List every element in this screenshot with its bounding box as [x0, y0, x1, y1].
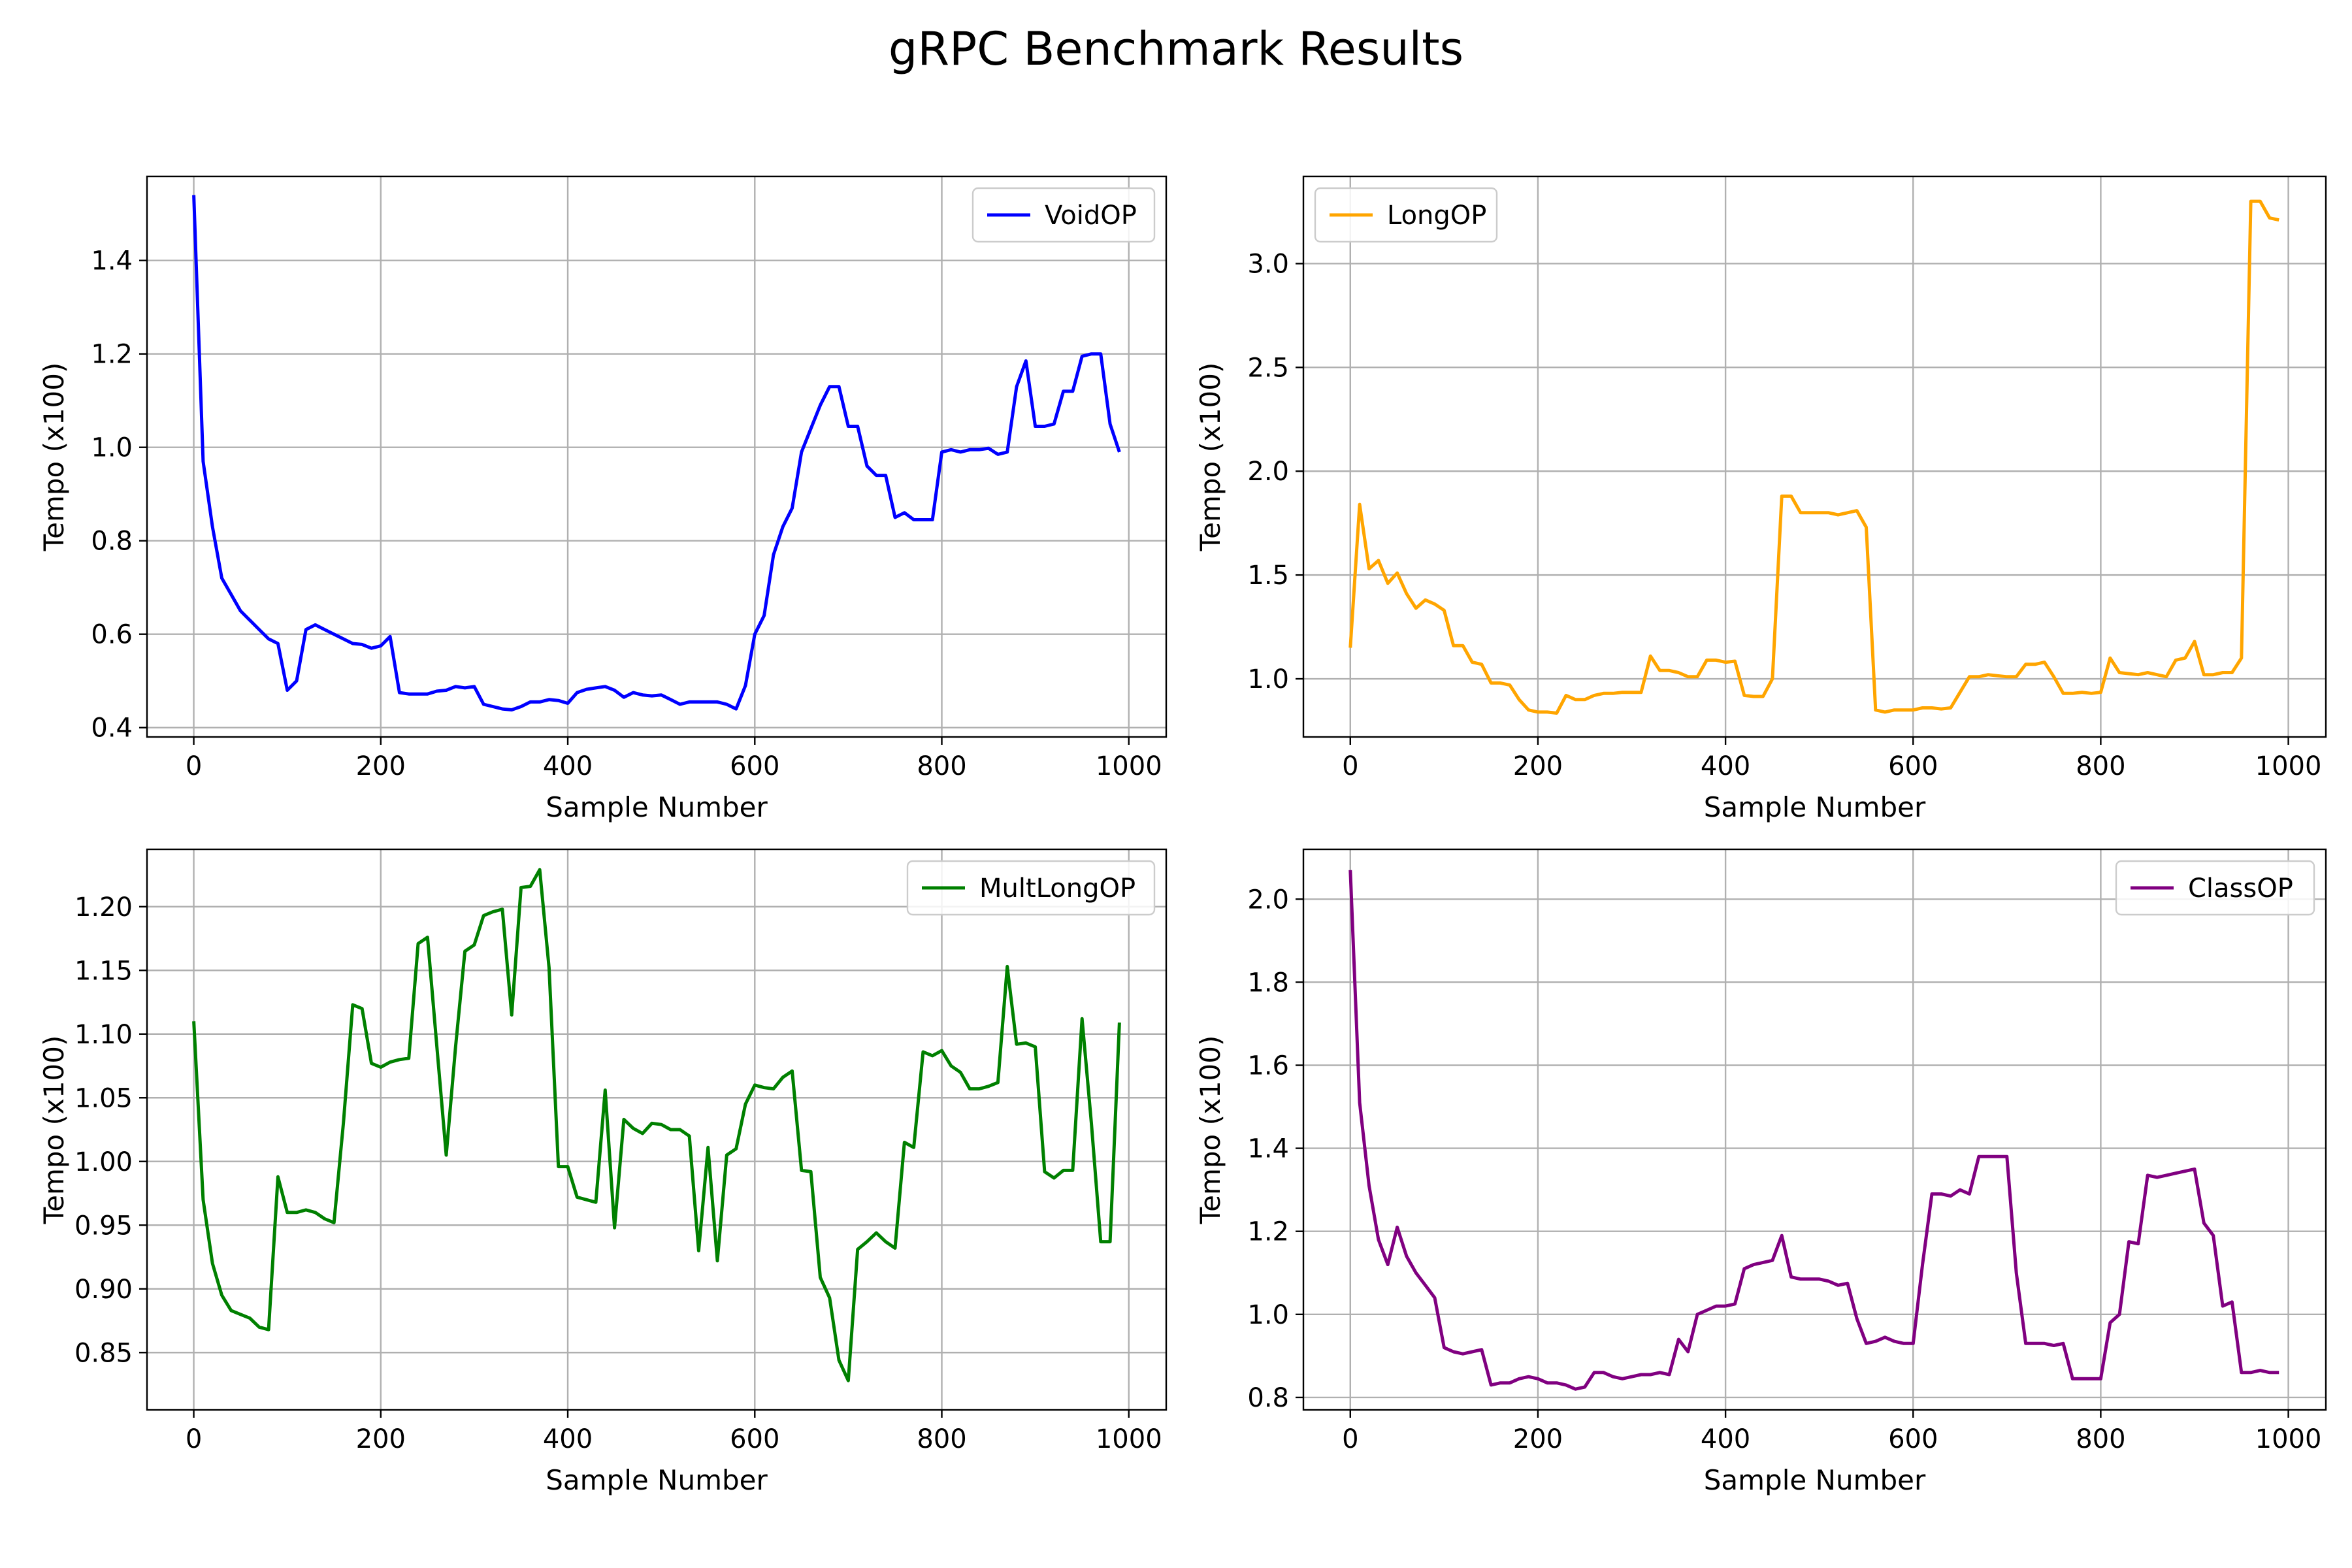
x-axis-label: Sample Number: [546, 791, 768, 823]
x-tick-label: 1000: [2255, 1424, 2322, 1454]
y-tick-label: 1.4: [1247, 1134, 1289, 1164]
y-tick-label: 2.0: [1247, 457, 1289, 487]
x-tick-label: 800: [917, 1424, 966, 1454]
legend-label: ClassOP: [2188, 874, 2293, 904]
x-tick-label: 200: [356, 751, 406, 781]
x-tick-label: 400: [1701, 1424, 1750, 1454]
y-tick-label: 1.0: [1247, 664, 1289, 694]
y-tick-label: 0.85: [74, 1338, 133, 1368]
legend-box: [1314, 187, 1498, 243]
y-tick-label: 0.8: [1247, 1383, 1289, 1413]
y-tick-label: 1.15: [74, 956, 133, 986]
y-axis-label: Tempo (x100): [38, 1036, 70, 1225]
y-tick-label: 1.2: [1247, 1217, 1289, 1247]
legend: LongOP: [1314, 187, 1498, 243]
y-tick-label: 2.0: [1247, 885, 1289, 915]
y-tick-label: 1.8: [1247, 968, 1289, 998]
y-tick-label: 0.4: [91, 713, 133, 743]
legend-box: [906, 860, 1156, 916]
legend-label: VoidOP: [1045, 201, 1137, 231]
x-tick-label: 400: [543, 751, 593, 781]
x-tick-label: 800: [2076, 751, 2125, 781]
y-tick-label: 3.0: [1247, 249, 1289, 279]
y-tick-label: 1.0: [91, 433, 133, 463]
y-tick-label: 0.90: [74, 1275, 133, 1305]
y-axis-label: Tempo (x100): [38, 363, 70, 552]
series-line-voidop: [192, 195, 1121, 711]
y-tick-label: 1.4: [91, 246, 133, 276]
x-tick-label: 1000: [1096, 751, 1162, 781]
y-tick-label: 1.05: [74, 1083, 133, 1113]
series-line-classop: [1348, 870, 2279, 1391]
legend-box: [972, 187, 1156, 243]
axes-frame: [1302, 175, 2327, 738]
legend-label: LongOP: [1387, 201, 1486, 231]
y-tick-label: 1.2: [91, 340, 133, 370]
y-tick-label: 0.6: [91, 620, 133, 650]
x-tick-label: 600: [1888, 751, 1938, 781]
subplot-longop: 0 200 400 600 800 1000 1.0 1.5 2.0 2.5 3.0 Sample N…: [1194, 175, 2327, 823]
y-tick-label: 1.5: [1247, 561, 1289, 591]
legend-label: MultLongOP: [979, 874, 1135, 904]
y-tick-label: 1.0: [1247, 1300, 1289, 1330]
y-tick-label: 1.6: [1247, 1051, 1289, 1081]
y-tick-label: 2.5: [1247, 353, 1289, 383]
x-axis-label: Sample Number: [546, 1464, 768, 1496]
x-tick-label: 600: [730, 751, 779, 781]
axes-frame: [1302, 848, 2327, 1411]
x-tick-label: 200: [356, 1424, 406, 1454]
legend: VoidOP: [972, 187, 1156, 243]
x-tick-label: 400: [1701, 751, 1750, 781]
x-axis-label: Sample Number: [1704, 791, 1926, 823]
y-tick-label: 0.8: [91, 527, 133, 557]
y-tick-label: 1.10: [74, 1020, 133, 1050]
subplot-classop: 0 200 400 600 800 1000 0.8 1.0 1.2 1.4 1.6 1.8 2.0 Sa…: [1194, 848, 2327, 1496]
y-tick-label: 0.95: [74, 1211, 133, 1241]
x-axis-label: Sample Number: [1704, 1464, 1926, 1496]
x-tick-label: 600: [1888, 1424, 1938, 1454]
x-tick-label: 400: [543, 1424, 593, 1454]
x-tick-label: 0: [1342, 1424, 1358, 1454]
x-tick-label: 1000: [1096, 1424, 1162, 1454]
x-tick-label: 0: [1342, 751, 1358, 781]
axes-frame: [146, 848, 1168, 1411]
x-tick-label: 800: [917, 751, 966, 781]
x-tick-label: 1000: [2255, 751, 2322, 781]
subplot-multlongop: 0 200 400 600 800 1000 0.85 0.90 0.95 1.00 1.05 1.1…: [38, 848, 1168, 1496]
legend: ClassOP: [2115, 860, 2315, 916]
x-tick-label: 200: [1513, 1424, 1563, 1454]
x-tick-label: 200: [1513, 751, 1563, 781]
subplot-voidop: 0 200 400 600 800 1000 0.4 0.6 0.8 1.0 1.2 1.4 Sampl…: [38, 175, 1168, 823]
axes-frame: [146, 175, 1168, 738]
series-line-longop: [1348, 199, 2279, 715]
x-tick-label: 0: [186, 1424, 202, 1454]
y-tick-label: 1.20: [74, 892, 133, 923]
y-axis-label: Tempo (x100): [1194, 1036, 1226, 1225]
series-line-multlongop: [192, 868, 1121, 1382]
y-tick-label: 1.00: [74, 1147, 133, 1177]
legend-box: [2115, 860, 2315, 916]
x-tick-label: 600: [730, 1424, 779, 1454]
x-tick-label: 0: [186, 751, 202, 781]
legend: MultLongOP: [906, 860, 1156, 916]
figure-title: gRPC Benchmark Results: [888, 22, 1464, 76]
x-tick-label: 800: [2076, 1424, 2125, 1454]
y-axis-label: Tempo (x100): [1194, 363, 1226, 552]
